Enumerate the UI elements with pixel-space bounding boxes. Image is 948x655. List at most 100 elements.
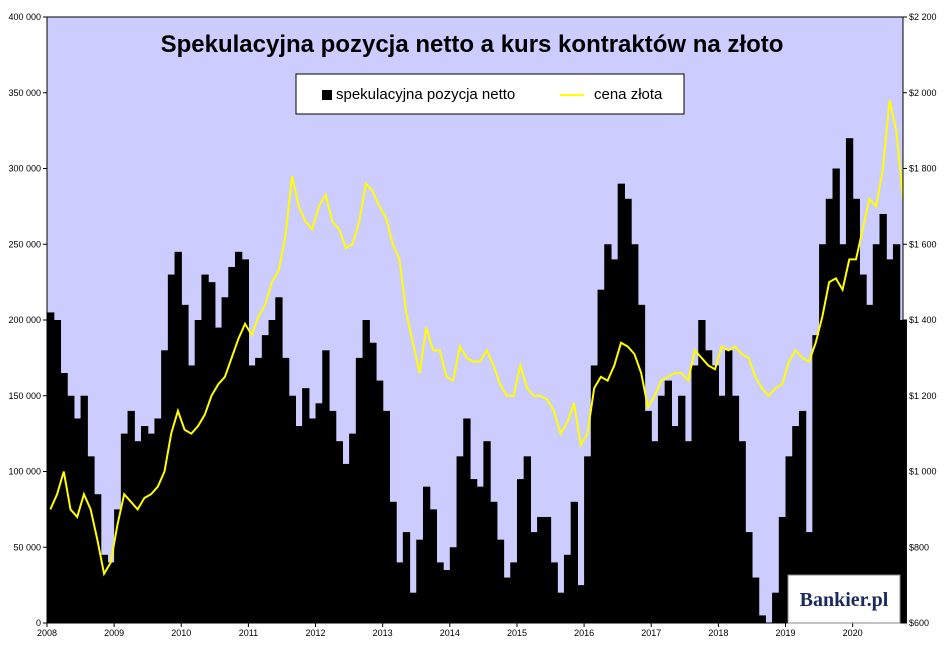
y-axis-right: $600 $800 $1 000 $1 200 $1 400 $1 600 $1 800 $2… [903, 12, 937, 628]
bar-70 [516, 479, 525, 623]
bar-45 [349, 433, 357, 624]
bar-118 [839, 244, 847, 623]
bar-108 [772, 592, 780, 623]
bar-20 [181, 304, 189, 623]
bar-7 [94, 494, 102, 623]
y-right-tick-label: $2 200 [909, 12, 937, 22]
bar-98 [704, 350, 713, 623]
bar-85 [617, 183, 625, 623]
bar-114 [812, 335, 820, 623]
bar-56 [422, 486, 431, 623]
bar-103 [738, 441, 746, 623]
bar-90 [651, 441, 659, 623]
bar-34 [275, 297, 283, 623]
bar-13 [134, 441, 142, 623]
bar-74 [543, 516, 552, 623]
bar-51 [389, 501, 397, 623]
x-tick-label: 2019 [775, 628, 795, 638]
bar-64 [476, 486, 484, 623]
bar-126 [892, 244, 901, 623]
bar-92 [664, 380, 672, 623]
x-tick-label: 2018 [708, 628, 728, 638]
bar-67 [496, 539, 505, 623]
bar-58 [436, 562, 444, 623]
y-right-tick-label: $800 [909, 542, 929, 552]
bar-28 [234, 251, 243, 623]
y-right-tick-label: $1 800 [909, 164, 937, 174]
bar-105 [751, 577, 760, 623]
bar-112 [798, 410, 807, 623]
bar-26 [221, 297, 229, 623]
y-left-tick-label: 100 000 [8, 467, 41, 477]
bar-0 [47, 312, 55, 623]
watermark: Bankier.pl [787, 574, 901, 624]
bar-57 [429, 509, 437, 624]
bar-6 [87, 456, 95, 623]
bar-121 [859, 274, 867, 623]
bar-120 [852, 198, 860, 624]
bar-75 [550, 562, 558, 623]
bar-53 [402, 532, 411, 623]
bar-76 [557, 592, 565, 623]
bar-99 [711, 365, 719, 623]
bar-84 [610, 259, 619, 623]
x-axis: 2008 2009 2010 2011 2012 2013 2014 2015 2016 2017… [37, 623, 863, 638]
bar-8 [100, 554, 109, 623]
bar-59 [443, 569, 451, 623]
bar-16 [154, 418, 162, 623]
watermark-box [787, 574, 901, 624]
y-left-tick-label: 350 000 [8, 88, 41, 98]
bar-47 [362, 320, 370, 623]
bar-79 [577, 585, 585, 624]
bar-106 [758, 615, 766, 623]
bar-29 [241, 259, 250, 623]
bar-87 [631, 244, 639, 623]
bar-52 [396, 562, 404, 623]
bar-24 [208, 282, 216, 624]
bar-25 [214, 327, 223, 623]
bar-55 [416, 539, 424, 623]
bar-82 [597, 289, 605, 623]
bar-18 [167, 274, 176, 623]
y-axis-left: 0 50 000 100 000 150 000 200 000 250 000 300 0… [8, 12, 47, 628]
bar-21 [187, 365, 196, 623]
bar-89 [644, 410, 652, 623]
bar-63 [469, 479, 478, 623]
bar-86 [624, 198, 632, 624]
bar-78 [570, 501, 578, 623]
legend-box [295, 73, 685, 115]
x-tick-label: 2016 [574, 628, 594, 638]
y-left-tick-label: 150 000 [8, 391, 41, 401]
bar-49 [375, 380, 384, 623]
bar-102 [731, 395, 740, 623]
bar-2 [60, 373, 68, 623]
bar-62 [463, 418, 471, 623]
bar-125 [886, 259, 894, 623]
bar-119 [845, 138, 854, 623]
bar-27 [228, 266, 236, 623]
bar-81 [590, 365, 599, 623]
bar-36 [288, 395, 296, 623]
bar-72 [530, 532, 538, 623]
bar-1 [53, 320, 62, 623]
bar-77 [563, 554, 572, 623]
bar-54 [409, 592, 417, 623]
bar-37 [295, 426, 303, 623]
y-right-tick-label: $1 000 [909, 467, 937, 477]
bar-110 [785, 456, 793, 623]
bar-65 [483, 441, 491, 623]
bar-35 [281, 357, 290, 624]
bar-88 [637, 304, 646, 623]
y-left-tick-label: 300 000 [8, 164, 41, 174]
bar-43 [335, 441, 343, 623]
watermark-logo: Bankier.pl [800, 589, 889, 611]
bar-116 [825, 198, 834, 624]
bar-17 [161, 350, 169, 623]
chart-title: Spekulacyjna pozycja netto a kurs kontra… [161, 31, 784, 58]
y-right-tick-label: $1 200 [909, 391, 937, 401]
bar-61 [456, 456, 464, 623]
bar-95 [684, 441, 693, 623]
x-tick-label: 2010 [171, 628, 191, 638]
bar-93 [671, 426, 679, 623]
